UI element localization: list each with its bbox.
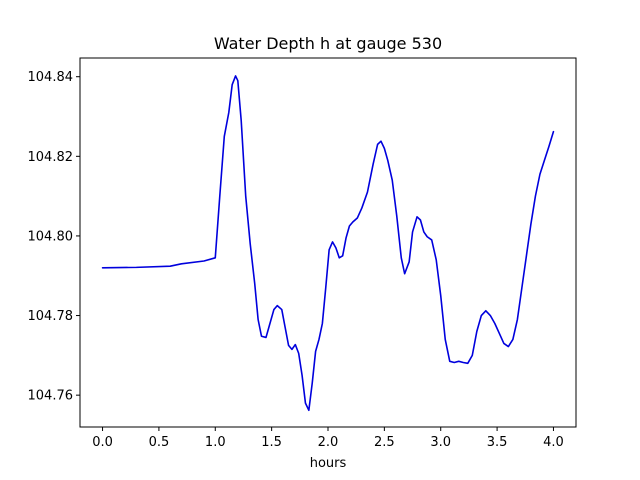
x-axis: 0.0 0.5 1.0 1.5 2.0 2.5 3.0 3.5 4.0 [92, 427, 564, 450]
x-tick-label: 2.0 [318, 435, 339, 450]
y-tick-label: 104.78 [28, 309, 74, 324]
y-tick-label: 104.84 [28, 70, 74, 85]
plot-frame [79, 57, 577, 428]
series-line-0 [101, 75, 555, 412]
y-tick-label: 104.82 [28, 150, 74, 165]
chart-title: Water Depth h at gauge 530 [214, 34, 442, 53]
y-axis: 104.76 104.78 104.80 104.82 104.84 [28, 70, 80, 404]
x-tick-label: 0.5 [149, 435, 170, 450]
x-tick-label: 4.0 [543, 435, 564, 450]
x-axis-label: hours [310, 456, 347, 471]
y-tick-label: 104.76 [28, 389, 74, 404]
plot-area [101, 75, 555, 412]
x-tick-label: 3.5 [487, 435, 508, 450]
x-tick-label: 0.0 [92, 435, 113, 450]
y-tick-label: 104.80 [28, 229, 74, 244]
x-tick-label: 1.0 [205, 435, 226, 450]
x-tick-label: 3.0 [430, 435, 451, 450]
x-tick-label: 1.5 [261, 435, 282, 450]
x-tick-label: 2.5 [374, 435, 395, 450]
